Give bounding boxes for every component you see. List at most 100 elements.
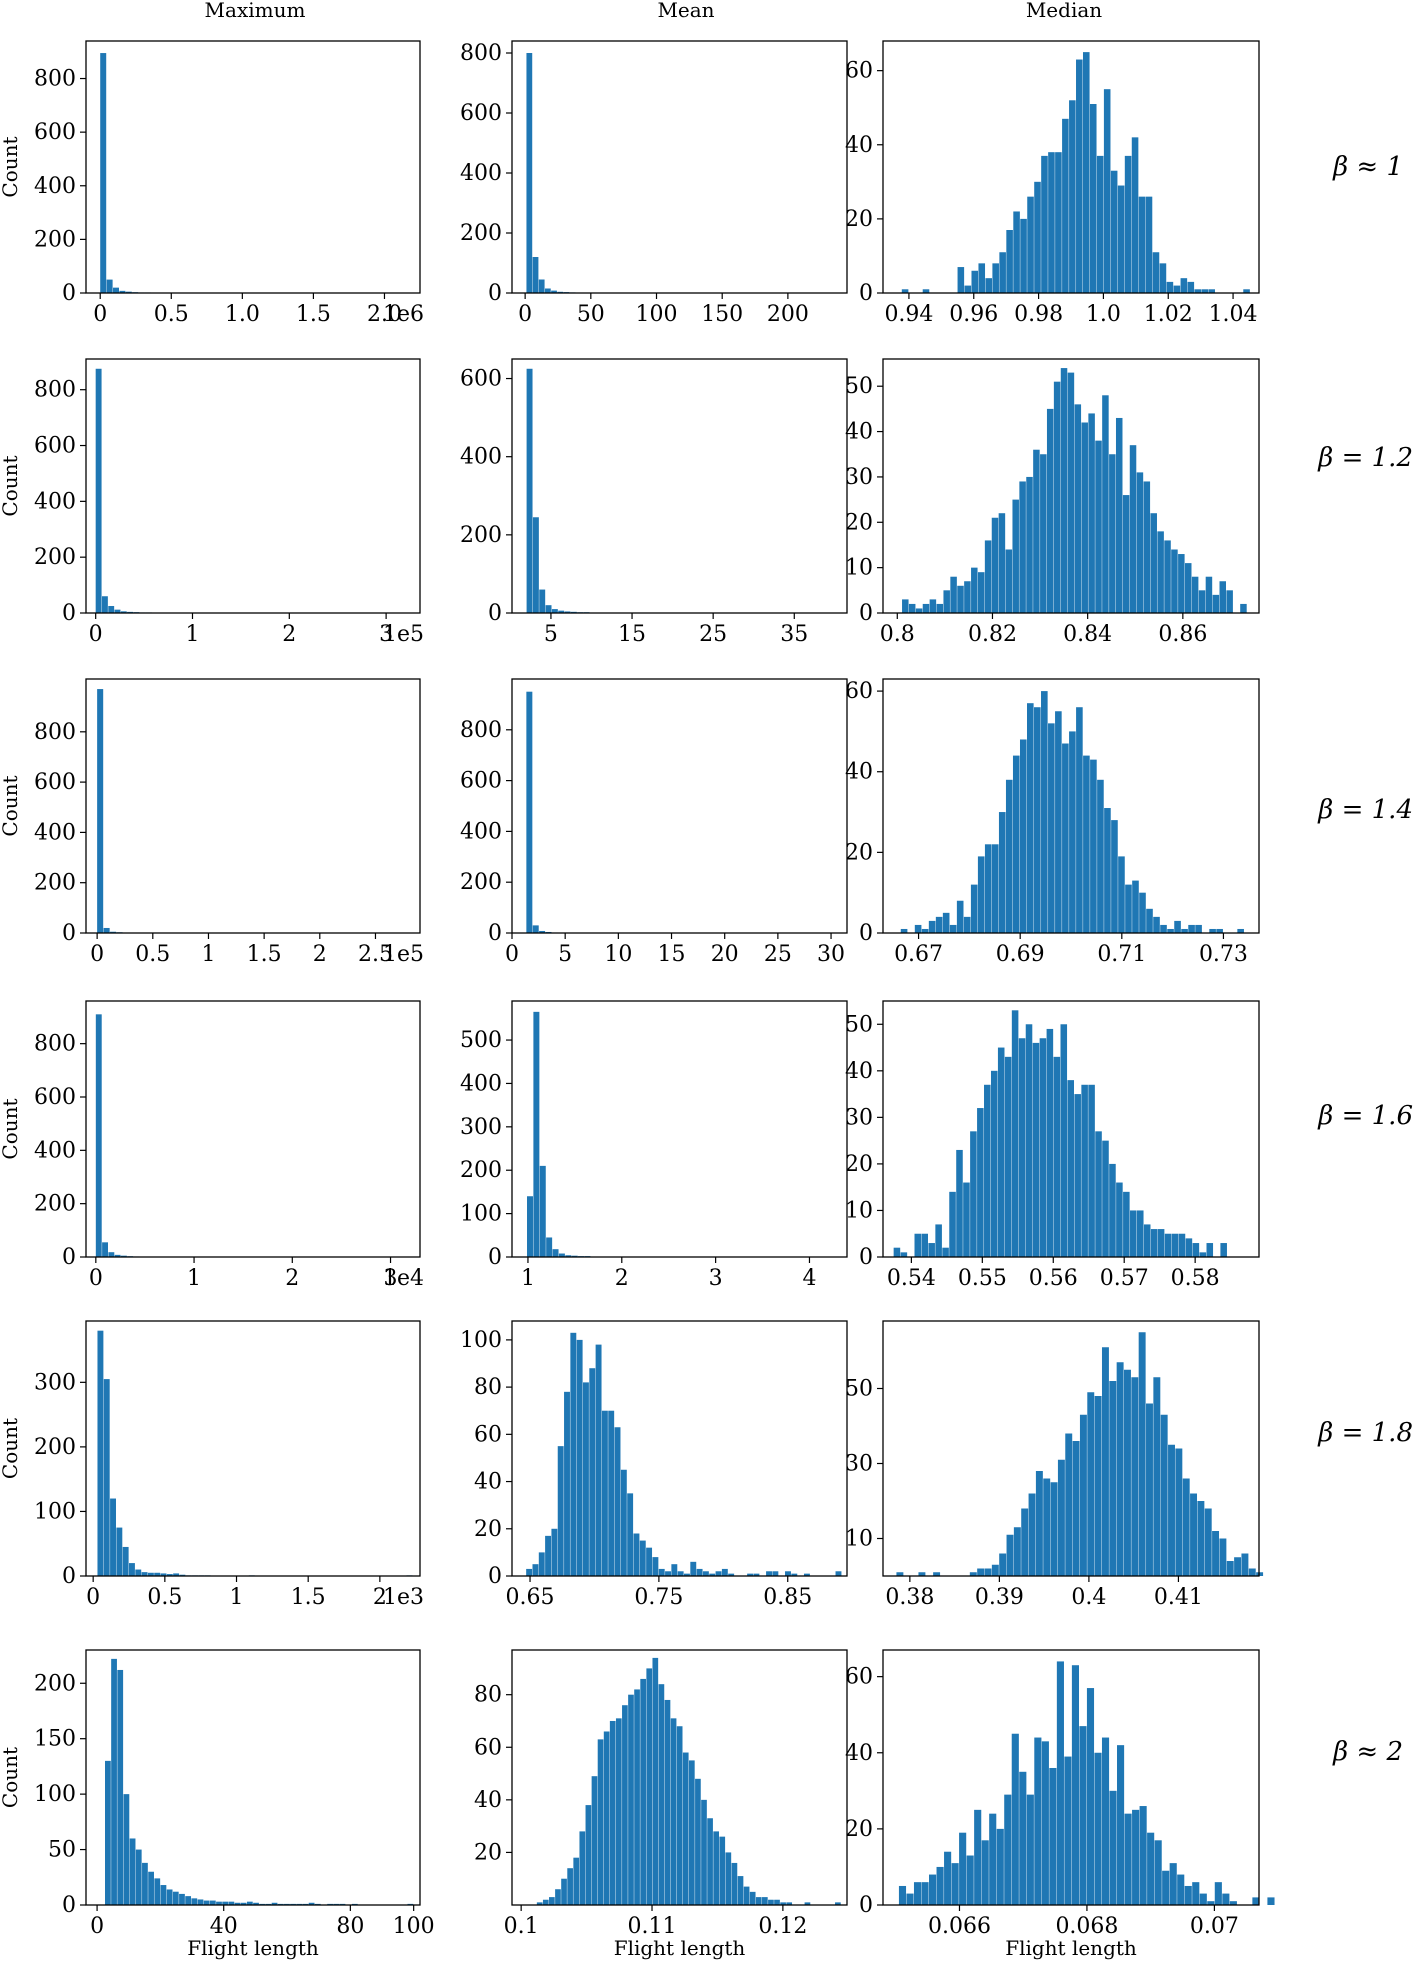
axes-frame <box>882 678 1260 934</box>
histogram-bar <box>702 1571 709 1576</box>
histogram-panel-r1-c2: 0.8 0.82 0.84 0.86 0 10 20 30 40 50 <box>845 358 1260 647</box>
histogram-bar <box>971 270 979 293</box>
y-tick-label: 400 <box>34 489 76 514</box>
y-tick-label: 10 <box>845 1198 873 1223</box>
histogram-bar <box>1089 104 1097 293</box>
histogram-bar <box>1096 155 1104 293</box>
x-axis-label: Flight length <box>614 1936 746 1960</box>
histogram-bar <box>1152 252 1160 293</box>
axes-frame <box>85 1649 421 1906</box>
histogram-bar <box>539 1165 546 1257</box>
x-tick-label: 0.57 <box>1100 1266 1149 1291</box>
histogram-bar <box>538 279 545 293</box>
x-tick-label: 0.84 <box>1063 622 1112 647</box>
histogram-bar <box>103 927 110 933</box>
column-header-maximum: Maximum <box>205 0 306 22</box>
histogram-bar <box>1032 1042 1040 1257</box>
histogram-bar <box>1048 152 1055 293</box>
x-tick-label: 1.02 <box>1144 302 1193 327</box>
histogram-bar <box>1046 408 1054 613</box>
histogram-bar <box>154 1878 161 1905</box>
histogram-bar <box>1188 924 1195 933</box>
histogram-bar <box>1143 481 1151 613</box>
histogram-bar <box>1136 472 1144 613</box>
y-tick-label: 50 <box>845 374 873 399</box>
histogram-bar <box>551 290 557 293</box>
histogram-bar <box>1109 1381 1117 1576</box>
y-tick-label: 600 <box>460 101 502 126</box>
y-tick-label: 200 <box>460 221 502 246</box>
histogram-bar <box>1159 263 1167 293</box>
histogram-bar <box>908 603 916 613</box>
histogram-bar <box>1072 1441 1080 1576</box>
histogram-bar <box>1187 281 1195 293</box>
histogram-bar <box>1136 1210 1144 1257</box>
histogram-bar <box>639 1540 646 1576</box>
histogram-bar <box>1097 779 1104 933</box>
x-tick-label: 0.068 <box>1055 1914 1118 1939</box>
histogram-bar <box>1074 404 1082 613</box>
histogram-bar <box>1192 1243 1200 1257</box>
x-tick-label: 0.94 <box>884 302 933 327</box>
histogram-bar <box>1166 281 1174 293</box>
histogram-bar <box>552 1249 559 1257</box>
histogram-panel-r5-c2: 0.066 0.068 0.07 0 20 40 60 Flight length <box>845 1649 1275 1960</box>
y-axis-label: Count <box>0 455 22 516</box>
histogram-bar <box>532 257 539 293</box>
histogram-bar <box>1150 1229 1158 1257</box>
histogram-bar <box>1146 908 1153 933</box>
histogram-bar <box>1026 476 1033 613</box>
histogram-bar <box>762 1897 768 1905</box>
histogram-bar <box>1102 395 1109 613</box>
x-tick-label: 0 <box>90 1914 104 1939</box>
histogram-bar <box>1178 1233 1186 1257</box>
histogram-bar <box>743 1886 750 1905</box>
histogram-bar <box>835 1571 842 1576</box>
y-tick-label: 0 <box>488 1564 502 1589</box>
histogram-bar <box>774 1899 780 1905</box>
histogram-bar <box>936 1866 944 1905</box>
histogram-bar <box>527 1196 533 1257</box>
histogram-bar <box>1040 454 1047 613</box>
histogram-bar <box>950 576 957 613</box>
histogram-bar <box>969 1572 977 1576</box>
axes-frame <box>85 1000 421 1258</box>
x-tick-label: 0.5 <box>154 302 189 327</box>
x-tick-label: 0.96 <box>949 302 998 327</box>
histogram-bar <box>123 1794 130 1905</box>
histogram-bar <box>1212 594 1220 613</box>
histogram-bar <box>731 1862 738 1905</box>
histogram-bar <box>658 1568 665 1576</box>
y-tick-label: 400 <box>460 161 502 186</box>
histogram-bar <box>1198 590 1206 613</box>
histogram-bar <box>1086 1688 1095 1905</box>
histogram-bar <box>105 1760 111 1905</box>
axes-frame <box>511 1649 848 1906</box>
y-tick-label: 600 <box>34 770 76 795</box>
histogram-bar <box>216 1901 222 1905</box>
histogram-bar <box>928 920 936 933</box>
histogram-bar <box>1034 1737 1042 1905</box>
x-tick-label: 2.5 <box>358 942 393 967</box>
histogram-bar <box>1169 1863 1177 1905</box>
histogram-bar <box>565 1255 572 1257</box>
y-tick-label: 200 <box>460 1158 502 1183</box>
histogram-bar <box>1124 1813 1132 1905</box>
histogram-bar <box>1234 1557 1242 1576</box>
histogram-bar <box>555 1889 561 1905</box>
x-tick-label: 0.58 <box>1171 1266 1220 1291</box>
histogram-bar <box>957 267 965 293</box>
histogram-bar <box>1125 884 1132 933</box>
y-tick-label: 0 <box>62 281 76 306</box>
histogram-bar <box>785 1571 791 1576</box>
histogram-panel-r5-c1: 0.1 0.11 0.12 20 40 60 80 Flight length <box>474 1649 848 1960</box>
histogram-bar <box>595 1344 602 1576</box>
y-tick-label: 40 <box>845 760 873 785</box>
histogram-bar <box>160 1573 167 1576</box>
histogram-bar <box>135 1569 142 1576</box>
histogram-bar <box>921 1882 929 1905</box>
histogram-bar <box>110 1498 116 1576</box>
histogram-bar <box>921 1233 928 1257</box>
histogram-bar <box>627 1493 634 1576</box>
histogram-bar <box>1150 513 1157 613</box>
